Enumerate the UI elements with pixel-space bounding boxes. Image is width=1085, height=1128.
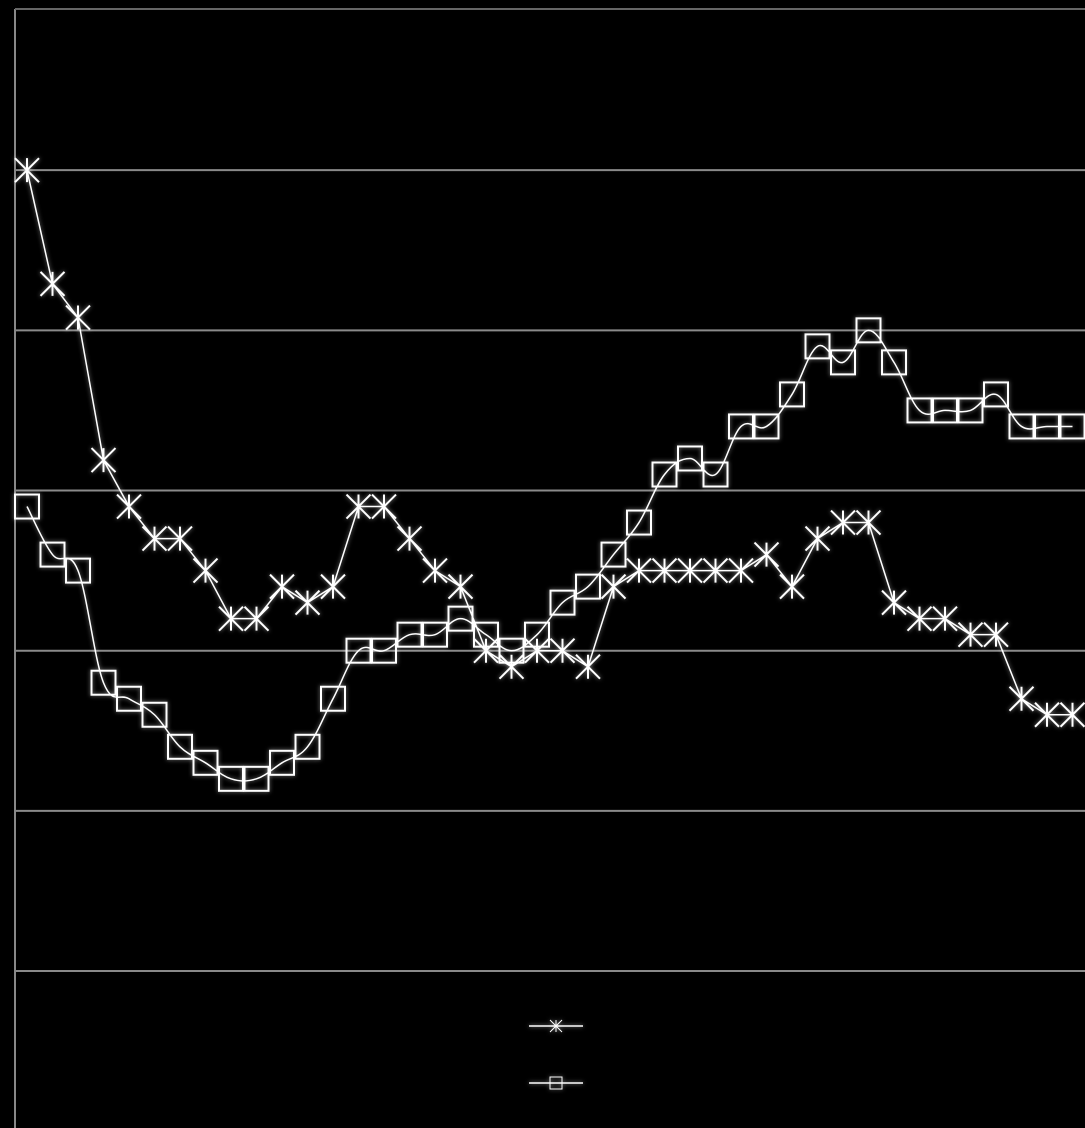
marker-asterisk bbox=[983, 621, 1009, 648]
marker-square bbox=[345, 637, 372, 664]
legend-symbol bbox=[549, 1019, 563, 1033]
marker-square bbox=[192, 749, 219, 776]
marker-asterisk bbox=[702, 557, 729, 584]
marker-asterisk bbox=[651, 557, 678, 584]
marker-asterisk bbox=[39, 271, 66, 297]
marker-square bbox=[549, 1076, 563, 1090]
marker-square bbox=[830, 349, 856, 376]
marker-square bbox=[167, 733, 193, 760]
marker-square bbox=[702, 461, 729, 488]
marker-asterisk bbox=[1008, 686, 1035, 712]
marker-asterisk bbox=[753, 541, 780, 568]
marker-square bbox=[677, 445, 703, 472]
marker-asterisk bbox=[804, 525, 831, 552]
marker-asterisk bbox=[320, 573, 346, 600]
marker-square bbox=[498, 637, 525, 664]
marker-asterisk bbox=[269, 573, 295, 600]
marker-asterisk bbox=[549, 1019, 563, 1033]
legend-entry bbox=[529, 1019, 583, 1033]
marker-asterisk bbox=[932, 605, 958, 632]
marker-asterisk bbox=[626, 557, 652, 584]
marker-square bbox=[141, 701, 168, 728]
marker-square bbox=[243, 765, 270, 792]
marker-square bbox=[371, 637, 397, 664]
marker-square bbox=[881, 349, 907, 376]
marker-square bbox=[626, 509, 652, 536]
marker-asterisk bbox=[957, 621, 984, 648]
marker-asterisk bbox=[192, 557, 219, 584]
series-line bbox=[26, 329, 1073, 782]
marker-square bbox=[90, 669, 117, 696]
marker-asterisk bbox=[14, 157, 40, 183]
marker-square bbox=[855, 317, 882, 344]
marker-asterisk bbox=[906, 605, 933, 632]
marker-square bbox=[422, 621, 448, 648]
marker-square bbox=[447, 605, 474, 632]
marker-square bbox=[524, 621, 550, 648]
marker-square bbox=[39, 541, 66, 568]
marker-square bbox=[600, 541, 627, 568]
marker-asterisk bbox=[396, 525, 423, 552]
marker-square bbox=[116, 685, 142, 712]
marker-square bbox=[779, 381, 805, 408]
marker-asterisk bbox=[498, 653, 525, 680]
marker-asterisk bbox=[830, 509, 856, 536]
marker-asterisk bbox=[600, 573, 627, 600]
marker-asterisk bbox=[422, 557, 448, 584]
marker-asterisk bbox=[294, 589, 321, 616]
marker-asterisk bbox=[90, 447, 117, 473]
marker-asterisk bbox=[141, 525, 168, 552]
marker-asterisk bbox=[1059, 702, 1085, 728]
marker-asterisk bbox=[728, 557, 754, 584]
series bbox=[14, 317, 1085, 792]
marker-asterisk bbox=[549, 637, 576, 664]
marker-square bbox=[906, 397, 933, 424]
marker-square bbox=[728, 413, 754, 440]
marker-asterisk bbox=[473, 637, 499, 664]
marker-square bbox=[1034, 413, 1060, 440]
series bbox=[14, 157, 1085, 728]
legend-entry bbox=[529, 1076, 583, 1090]
marker-asterisk bbox=[575, 653, 601, 680]
marker-asterisk bbox=[447, 573, 474, 600]
marker-asterisk bbox=[881, 589, 907, 616]
marker-asterisk bbox=[779, 573, 805, 600]
marker-square bbox=[549, 589, 576, 616]
marker-square bbox=[473, 621, 499, 648]
marker-square bbox=[1008, 413, 1035, 440]
marker-asterisk bbox=[1034, 702, 1060, 728]
marker-square bbox=[575, 573, 601, 600]
marker-square bbox=[932, 397, 958, 424]
marker-asterisk bbox=[167, 525, 193, 552]
legend-symbol bbox=[549, 1076, 563, 1090]
marker-square bbox=[14, 493, 40, 520]
marker-asterisk bbox=[345, 493, 372, 520]
marker-square bbox=[269, 749, 295, 776]
marker-asterisk bbox=[855, 509, 882, 536]
marker-asterisk bbox=[243, 605, 270, 632]
marker-square bbox=[320, 685, 346, 712]
marker-square bbox=[65, 557, 91, 584]
marker-asterisk bbox=[65, 304, 91, 331]
marker-asterisk bbox=[218, 605, 244, 632]
marker-square bbox=[753, 413, 780, 440]
marker-square bbox=[294, 733, 321, 760]
marker-square bbox=[983, 381, 1009, 408]
marker-square bbox=[651, 461, 678, 488]
marker-square bbox=[396, 621, 423, 648]
marker-square bbox=[957, 397, 984, 424]
marker-square bbox=[804, 333, 831, 360]
marker-asterisk bbox=[371, 493, 397, 520]
marker-asterisk bbox=[116, 493, 142, 520]
marker-asterisk bbox=[677, 557, 703, 584]
marker-square bbox=[218, 765, 244, 792]
